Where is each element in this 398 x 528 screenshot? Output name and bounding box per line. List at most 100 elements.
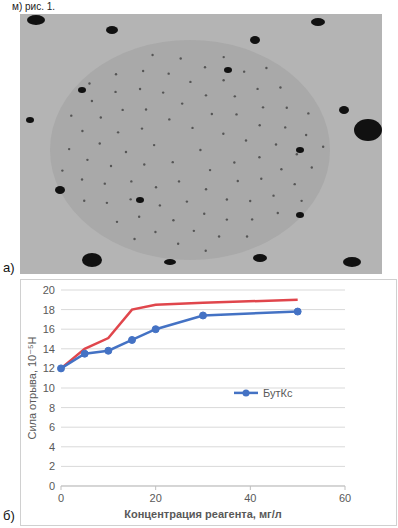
micrograph-dot bbox=[296, 153, 298, 155]
micrograph-dot bbox=[172, 219, 174, 221]
micrograph-dot bbox=[155, 186, 157, 188]
micrograph-dot bbox=[233, 161, 235, 163]
micrograph bbox=[20, 14, 382, 274]
legend-marker bbox=[243, 389, 250, 396]
micrograph-spot bbox=[224, 67, 232, 73]
micrograph-dot bbox=[222, 79, 224, 81]
marker bbox=[81, 350, 88, 357]
micrograph-dot bbox=[226, 218, 228, 220]
grid-line bbox=[61, 348, 345, 349]
micrograph-dot bbox=[222, 132, 224, 134]
micrograph-dot bbox=[211, 113, 213, 115]
micrograph-dot bbox=[226, 198, 228, 200]
micrograph-dot bbox=[258, 124, 260, 126]
micrograph-dot bbox=[251, 218, 253, 220]
micrograph-dot bbox=[284, 126, 286, 128]
micrograph-dot bbox=[234, 95, 236, 97]
micrograph-dot bbox=[81, 178, 83, 180]
micrograph-dot bbox=[168, 118, 170, 120]
micrograph-spot bbox=[78, 87, 86, 93]
micrograph-dot bbox=[237, 180, 239, 182]
micrograph-dot bbox=[218, 235, 220, 237]
axis-title: Сила отрыва, 10⁻⁵Н bbox=[26, 336, 38, 439]
micrograph-dot bbox=[88, 82, 90, 84]
micrograph-dot bbox=[180, 57, 182, 59]
micrograph-spot bbox=[27, 15, 45, 25]
tick-mark bbox=[61, 486, 62, 490]
micrograph-spot bbox=[253, 254, 267, 262]
micrograph-spot bbox=[106, 26, 118, 34]
micrograph-dot bbox=[205, 188, 207, 190]
micrograph-dot bbox=[186, 200, 188, 202]
micrograph-dot bbox=[178, 180, 180, 182]
micrograph-dot bbox=[280, 168, 282, 170]
micrograph-dot bbox=[258, 156, 260, 158]
micrograph-dot bbox=[235, 113, 237, 115]
grid-line bbox=[61, 368, 345, 369]
micrograph-dot bbox=[300, 200, 302, 202]
micrograph-dot bbox=[121, 109, 123, 111]
panel-label: а) bbox=[3, 260, 15, 275]
tick-label: 16 bbox=[43, 323, 55, 335]
micrograph-dot bbox=[189, 81, 191, 83]
micrograph-bg bbox=[20, 14, 382, 274]
micrograph-dot bbox=[159, 204, 161, 206]
micrograph-dot bbox=[222, 56, 224, 58]
micrograph-spot bbox=[343, 257, 361, 267]
micrograph-dot bbox=[307, 112, 309, 114]
page: м) рис. 1.а)б)024681012141618200204060Ко… bbox=[0, 0, 398, 528]
micrograph-dot bbox=[246, 235, 248, 237]
tick-label: 0 bbox=[49, 480, 55, 492]
micrograph-dot bbox=[83, 199, 85, 201]
micrograph-dot bbox=[91, 100, 93, 102]
micrograph-dot bbox=[167, 72, 169, 74]
micrograph-dot bbox=[199, 149, 201, 151]
grid-line bbox=[61, 309, 345, 310]
micrograph-dot bbox=[117, 131, 119, 133]
tick-label: 60 bbox=[339, 492, 351, 504]
micrograph-dot bbox=[125, 151, 127, 153]
grid-line bbox=[61, 466, 345, 467]
x-axis bbox=[61, 486, 345, 487]
tick-label: 40 bbox=[244, 492, 256, 504]
marker bbox=[152, 326, 159, 333]
micrograph-dot bbox=[243, 70, 245, 72]
grid-line bbox=[61, 427, 345, 428]
tick-mark bbox=[250, 486, 251, 490]
micrograph-spot bbox=[136, 197, 144, 203]
marker bbox=[58, 365, 65, 372]
micrograph-dot bbox=[68, 148, 70, 150]
micrograph-dot bbox=[130, 180, 132, 182]
tick-label: 12 bbox=[43, 362, 55, 374]
chart-frame bbox=[21, 280, 397, 526]
micrograph-dot bbox=[277, 212, 279, 214]
micrograph-dot bbox=[110, 165, 112, 167]
tick-label: 8 bbox=[49, 402, 55, 414]
micrograph-dot bbox=[81, 130, 83, 132]
grid-line bbox=[61, 329, 345, 330]
micrograph-dot bbox=[191, 127, 193, 129]
tick-mark bbox=[345, 486, 346, 490]
series-line bbox=[61, 312, 298, 369]
series-line bbox=[61, 300, 298, 369]
micrograph-dot bbox=[114, 91, 116, 93]
micrograph-dot bbox=[286, 107, 288, 109]
micrograph-dot bbox=[181, 102, 183, 104]
marker bbox=[200, 312, 207, 319]
axis-title: Концентрация реагента, мг/л bbox=[124, 508, 282, 520]
micrograph-dot bbox=[145, 108, 147, 110]
micrograph-dot bbox=[115, 73, 117, 75]
tick-label: 10 bbox=[43, 382, 55, 394]
micrograph-dot bbox=[172, 161, 174, 163]
micrograph-dot bbox=[262, 106, 264, 108]
legend-label: БутКс bbox=[263, 387, 293, 399]
micrograph-dot bbox=[61, 169, 63, 171]
micrograph-dot bbox=[86, 159, 88, 161]
grid-line bbox=[61, 446, 345, 447]
micrograph-dot bbox=[311, 166, 313, 168]
plot bbox=[58, 300, 302, 372]
micrograph-dot bbox=[154, 231, 156, 233]
micrograph-dot bbox=[205, 249, 207, 251]
tick-mark bbox=[155, 486, 156, 490]
caption: м) рис. 1. bbox=[12, 1, 55, 12]
